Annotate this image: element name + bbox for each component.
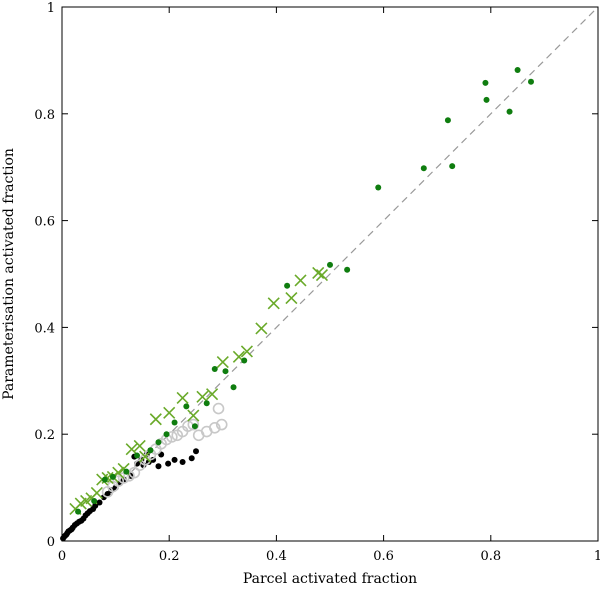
data-point xyxy=(327,261,333,268)
data-point xyxy=(155,439,162,446)
data-point xyxy=(449,163,456,170)
data-point xyxy=(91,497,98,504)
data-point xyxy=(147,447,154,454)
data-point xyxy=(139,450,152,463)
data-point xyxy=(92,502,99,509)
data-point xyxy=(187,418,200,431)
x-tick-label: 0.2 xyxy=(159,549,180,564)
data-point xyxy=(444,117,451,124)
data-point xyxy=(216,356,229,369)
data-point xyxy=(230,384,237,391)
data-point xyxy=(294,274,307,287)
x-tick-label: 0.8 xyxy=(480,549,501,564)
data-point xyxy=(75,508,82,515)
x-tick-label: 0.6 xyxy=(373,549,394,564)
x-tick-label: 0 xyxy=(58,549,66,564)
data-point xyxy=(312,266,325,279)
data-point xyxy=(193,448,199,455)
data-point xyxy=(506,108,513,115)
data-point xyxy=(344,266,351,273)
data-point xyxy=(125,443,138,456)
y-tick-label: 1 xyxy=(47,1,55,16)
plot-frame xyxy=(61,6,599,542)
data-point xyxy=(90,486,103,500)
data-point xyxy=(171,419,178,426)
data-point xyxy=(203,400,210,407)
data-point xyxy=(134,452,141,459)
data-point xyxy=(206,388,219,401)
data-point xyxy=(208,421,221,434)
series-2-cross xyxy=(69,266,329,516)
x-tick-label: 1 xyxy=(594,549,600,564)
data-point xyxy=(267,297,280,310)
axis-ticks: 0 0.2 0.4 0.6 0.8 1 0 0.2 0.4 0.6 0.8 1 xyxy=(34,1,600,564)
data-point xyxy=(163,406,176,419)
data-point xyxy=(211,366,218,373)
y-axis-title: Parameterisation activated fraction xyxy=(1,148,17,400)
data-point xyxy=(117,472,130,484)
data-point xyxy=(179,458,186,465)
data-point xyxy=(188,455,195,462)
data-point xyxy=(528,78,534,85)
data-point xyxy=(171,456,178,463)
data-point xyxy=(215,418,228,431)
y-tick-label: 0.8 xyxy=(34,108,55,123)
data-point xyxy=(483,96,490,103)
y-tick-label: 0.2 xyxy=(34,428,55,443)
data-point xyxy=(514,67,521,74)
data-point xyxy=(149,413,162,426)
data-point xyxy=(420,165,427,172)
data-point xyxy=(123,468,130,475)
x-tick-label: 0.4 xyxy=(266,549,287,564)
data-point xyxy=(128,466,141,479)
data-point xyxy=(104,491,111,498)
data-point xyxy=(375,184,382,191)
data-point xyxy=(109,473,116,480)
data-point xyxy=(183,403,190,410)
data-point xyxy=(165,460,172,467)
data-point xyxy=(241,357,248,364)
data-point xyxy=(255,322,268,335)
data-point xyxy=(101,476,108,483)
data-point xyxy=(285,291,298,305)
data-point xyxy=(212,402,225,415)
data-point xyxy=(163,431,170,438)
data-point xyxy=(187,409,200,422)
x-axis-title: Parcel activated fraction xyxy=(243,571,417,587)
y-tick-label: 0.6 xyxy=(34,215,55,230)
series-3-filled-circle xyxy=(75,67,534,515)
data-point xyxy=(284,282,291,289)
series-0-filled-circle xyxy=(60,448,199,542)
data-point xyxy=(96,499,103,506)
data-point xyxy=(155,463,162,470)
data-point xyxy=(191,423,198,430)
series-1-open-circle xyxy=(101,402,228,498)
data-point xyxy=(176,391,189,404)
data-point xyxy=(315,269,329,282)
data-point xyxy=(133,439,146,453)
y-tick-label: 0 xyxy=(47,535,55,550)
data-point xyxy=(222,368,229,375)
data-points xyxy=(60,67,534,542)
y-tick-label: 0.4 xyxy=(34,321,55,336)
data-point xyxy=(482,79,489,86)
data-point xyxy=(240,345,253,358)
